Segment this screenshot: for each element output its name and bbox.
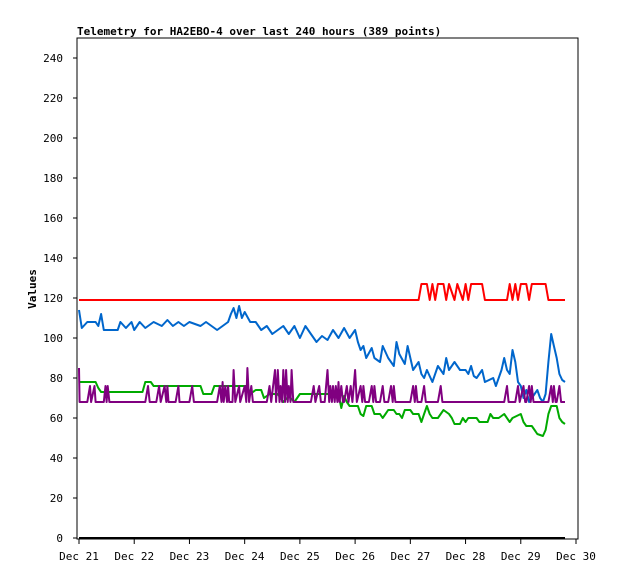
y-axis-label: Values bbox=[26, 269, 39, 309]
y-tick-label: 40 bbox=[50, 452, 63, 465]
y-tick-label: 160 bbox=[43, 212, 63, 225]
series-line-4 bbox=[78, 367, 565, 403]
x-tick-label: Dec 28 bbox=[446, 550, 486, 563]
series-line-2 bbox=[78, 305, 566, 403]
chart-title: Telemetry for HA2EBO-4 over last 240 hou… bbox=[77, 25, 441, 38]
x-tick-label: Dec 24 bbox=[225, 550, 265, 563]
y-tick-label: 20 bbox=[50, 492, 63, 505]
x-axis: Dec 21 Dec 22 Dec 23 Dec 24 Dec 25 Dec 26 Dec … bbox=[59, 539, 596, 563]
series-layer bbox=[78, 283, 566, 539]
x-tick-label: Dec 21 bbox=[59, 550, 99, 563]
y-tick-label: 140 bbox=[43, 252, 63, 265]
y-tick-label: 180 bbox=[43, 172, 63, 185]
x-tick-label: Dec 23 bbox=[170, 550, 210, 563]
x-tick-label: Dec 25 bbox=[280, 550, 320, 563]
x-tick-label: Dec 30 bbox=[556, 550, 596, 563]
y-axis: 0 20 40 60 80 100 120 140 160 180 200 220 240 bbox=[43, 52, 77, 545]
y-tick-label: 200 bbox=[43, 132, 63, 145]
y-tick-label: 80 bbox=[50, 372, 63, 385]
x-tick-label: Dec 29 bbox=[501, 550, 541, 563]
y-tick-label: 240 bbox=[43, 52, 63, 65]
y-tick-label: 100 bbox=[43, 332, 63, 345]
y-tick-label: 0 bbox=[56, 532, 63, 545]
series-line-1 bbox=[79, 283, 565, 301]
x-tick-label: Dec 27 bbox=[390, 550, 430, 563]
series-line-3 bbox=[79, 381, 566, 437]
y-tick-label: 60 bbox=[50, 412, 63, 425]
x-tick-label: Dec 26 bbox=[335, 550, 375, 563]
y-tick-label: 220 bbox=[43, 92, 63, 105]
y-tick-label: 120 bbox=[43, 292, 63, 305]
plot-area bbox=[76, 37, 579, 540]
x-tick-label: Dec 22 bbox=[114, 550, 154, 563]
